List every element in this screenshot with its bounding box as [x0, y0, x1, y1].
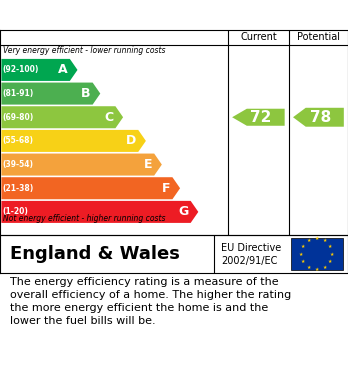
Text: Not energy efficient - higher running costs: Not energy efficient - higher running co… [3, 214, 166, 223]
Polygon shape [1, 201, 198, 223]
Text: ★: ★ [315, 236, 319, 241]
Text: 2002/91/EC: 2002/91/EC [221, 256, 277, 266]
Text: ★: ★ [307, 265, 311, 270]
Text: 72: 72 [250, 110, 271, 125]
Text: EU Directive: EU Directive [221, 243, 281, 253]
Text: ★: ★ [299, 251, 303, 256]
Text: ★: ★ [301, 259, 305, 264]
Text: England & Wales: England & Wales [10, 245, 180, 263]
Text: ★: ★ [328, 259, 332, 264]
Text: G: G [178, 205, 189, 219]
Text: A: A [58, 63, 68, 76]
Text: E: E [144, 158, 152, 171]
Text: (1-20): (1-20) [3, 207, 29, 216]
Text: (69-80): (69-80) [3, 113, 34, 122]
Text: D: D [126, 135, 136, 147]
Text: Energy Efficiency Rating: Energy Efficiency Rating [10, 7, 220, 23]
Text: ★: ★ [301, 244, 305, 249]
Polygon shape [1, 59, 78, 81]
Polygon shape [232, 109, 285, 126]
Polygon shape [1, 154, 162, 176]
Bar [291, 238, 343, 270]
Text: ★: ★ [307, 238, 311, 243]
Text: (21-38): (21-38) [3, 184, 34, 193]
Text: Potential: Potential [297, 32, 340, 42]
Text: ★: ★ [315, 267, 319, 272]
Polygon shape [1, 83, 100, 104]
Text: (55-68): (55-68) [3, 136, 34, 145]
Text: ★: ★ [330, 251, 334, 256]
Polygon shape [293, 108, 344, 127]
Polygon shape [1, 130, 146, 152]
Text: ★: ★ [328, 244, 332, 249]
Polygon shape [1, 106, 123, 128]
Text: ★: ★ [322, 265, 327, 270]
Polygon shape [1, 177, 180, 199]
Text: B: B [81, 87, 90, 100]
Text: ★: ★ [322, 238, 327, 243]
Text: F: F [162, 182, 170, 195]
Text: (81-91): (81-91) [3, 89, 34, 98]
Text: The energy efficiency rating is a measure of the
overall efficiency of a home. T: The energy efficiency rating is a measur… [10, 277, 292, 326]
Text: (92-100): (92-100) [3, 65, 39, 74]
Text: Very energy efficient - lower running costs: Very energy efficient - lower running co… [3, 47, 166, 56]
Text: C: C [104, 111, 113, 124]
Text: (39-54): (39-54) [3, 160, 34, 169]
Text: 78: 78 [310, 110, 331, 125]
Text: Current: Current [240, 32, 277, 42]
